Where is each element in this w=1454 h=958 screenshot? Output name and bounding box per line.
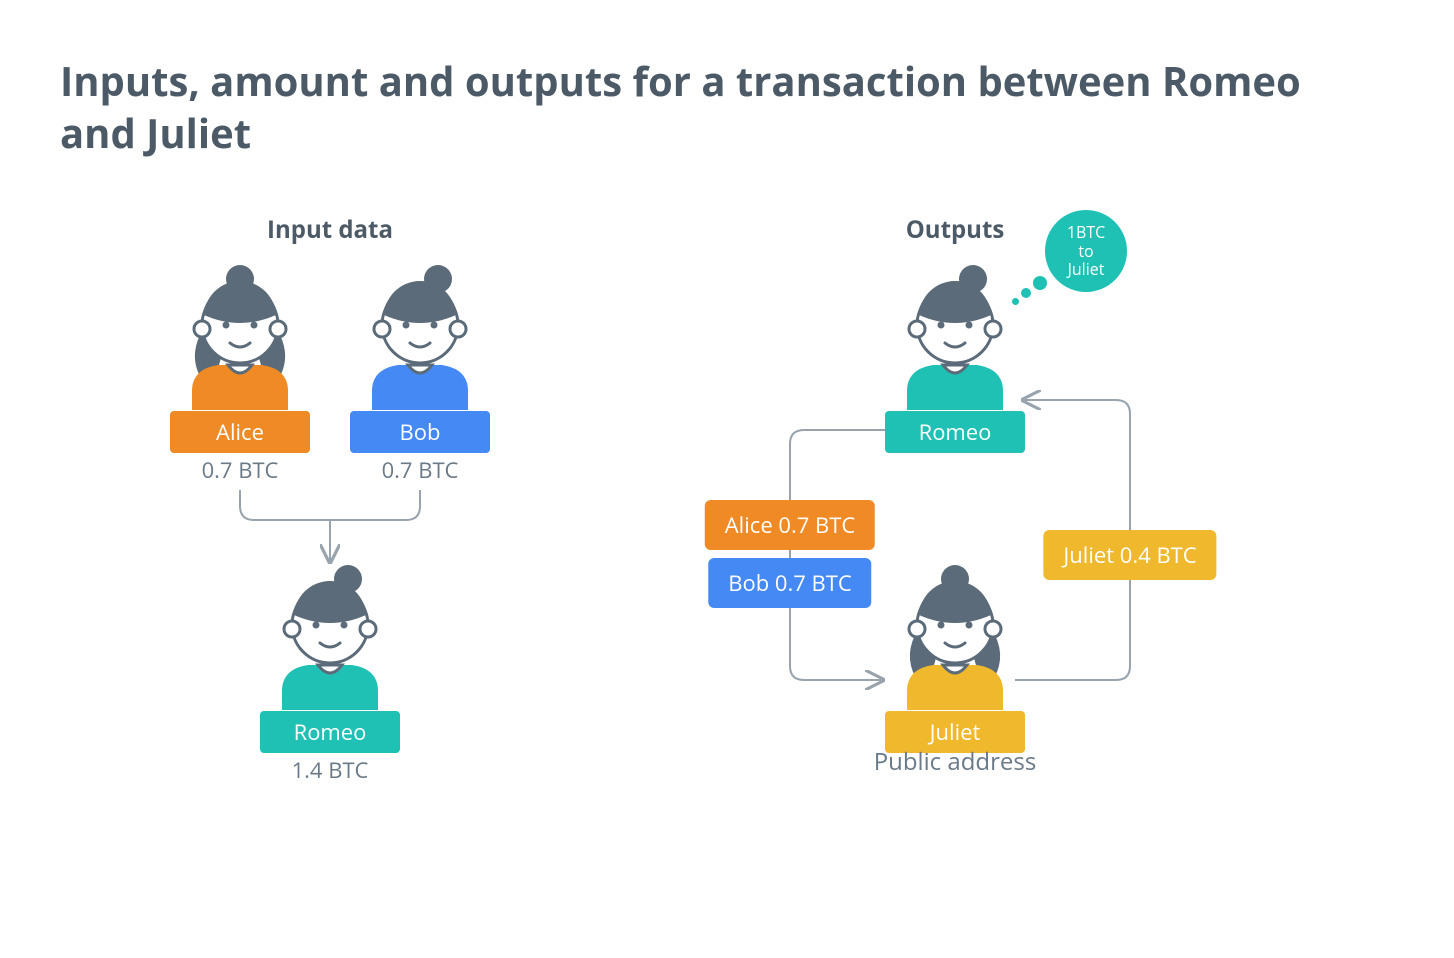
thought-bubble-text: 1BTCtoJuliet [1045,210,1127,292]
person-romeo-input: Romeo [260,565,400,753]
person-juliet-output: Juliet [885,565,1025,753]
avatar-romeo-output [885,265,1025,415]
amount-bob-input: 0.7 BTC [382,455,459,485]
amount-alice-input: 0.7 BTC [202,455,279,485]
person-label-romeo-output: Romeo [885,411,1025,453]
chip-left-1: Bob 0.7 BTC [708,558,871,608]
heading-outputs: Outputs [906,213,1005,246]
thought-bubble: 1BTCtoJuliet [1045,210,1127,292]
person-alice-input: Alice [170,265,310,453]
person-label-romeo-input: Romeo [260,711,400,753]
chip-left-0: Alice 0.7 BTC [705,500,875,550]
person-label-bob-input: Bob [350,411,490,453]
person-bob-input: Bob [350,265,490,453]
page-title: Inputs, amount and outputs for a transac… [60,55,1310,159]
chip-right: Juliet 0.4 BTC [1043,530,1216,580]
caption-public-address: Public address [874,745,1037,778]
person-label-alice-input: Alice [170,411,310,453]
amount-romeo-input: 1.4 BTC [292,755,369,785]
avatar-juliet-output [885,565,1025,715]
avatar-romeo-input [260,565,400,715]
heading-input-data: Input data [267,213,393,246]
person-romeo-output: Romeo [885,265,1025,453]
avatar-bob-input [350,265,490,415]
avatar-alice-input [170,265,310,415]
